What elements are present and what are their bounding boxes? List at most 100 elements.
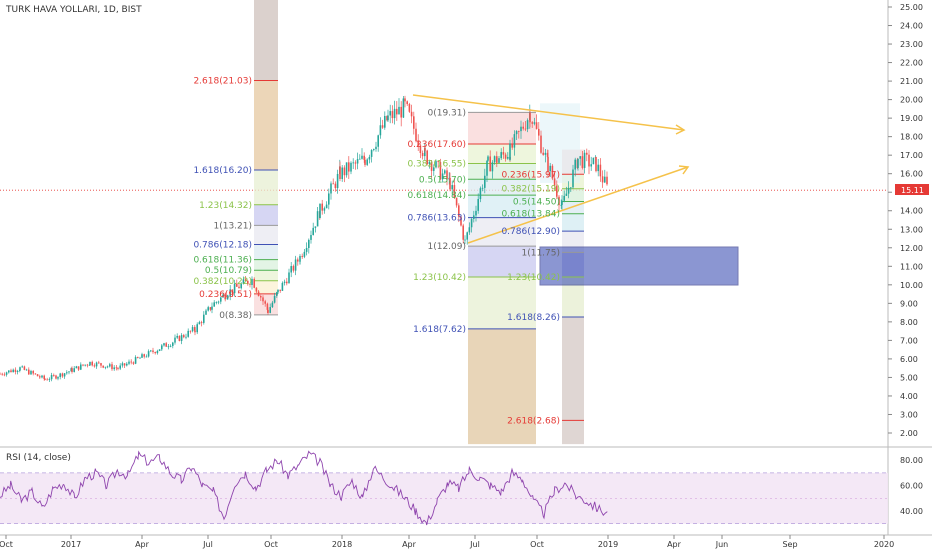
candle-body — [109, 364, 111, 367]
candle-body — [281, 282, 284, 291]
candle-body — [400, 106, 402, 118]
candle-body — [303, 251, 306, 257]
candle-body — [319, 203, 321, 219]
candle-body — [398, 106, 400, 115]
candle-body — [244, 279, 247, 281]
candle-body — [249, 284, 251, 285]
candle-body — [91, 361, 93, 366]
candle-body — [453, 185, 456, 198]
fib-band-right — [562, 188, 584, 202]
candle-body — [538, 128, 540, 136]
candle-body — [240, 283, 242, 289]
candle-body — [147, 351, 150, 357]
candle-body — [312, 227, 314, 235]
candle-body — [150, 350, 152, 352]
candle-body — [352, 162, 354, 164]
candle-body — [283, 281, 286, 283]
candle-body — [588, 154, 590, 167]
price-tick-label: 10.00 — [900, 281, 923, 290]
price-tick-label: 21.00 — [900, 77, 923, 86]
fib-label-middle: 0(19.31) — [427, 108, 466, 118]
candle-body — [178, 335, 181, 341]
candle-body — [549, 165, 551, 172]
fib-label-middle: 0.618(14.84) — [407, 191, 466, 201]
candle-body — [123, 363, 126, 366]
candle-body — [479, 188, 482, 200]
candle-body — [481, 187, 484, 189]
candle-body — [426, 150, 428, 165]
candle-body — [455, 197, 458, 206]
candle-body — [19, 369, 21, 371]
fib-band-middle — [468, 195, 536, 218]
price-tick-label: 8.00 — [900, 318, 918, 327]
price-tick-label: 9.00 — [900, 299, 918, 308]
candle-body — [86, 364, 89, 366]
candle-body — [542, 152, 544, 155]
price-tick-label: 23.00 — [900, 40, 923, 49]
candle-body — [366, 159, 368, 165]
candle-body — [301, 255, 303, 257]
candle-body — [387, 115, 389, 121]
candle-body — [213, 302, 215, 307]
candle-body — [19, 367, 21, 370]
candle-body — [449, 177, 451, 190]
candle-body — [198, 322, 201, 325]
candle-body — [25, 369, 28, 371]
candle-body — [169, 345, 172, 347]
candle-body — [359, 158, 361, 160]
candle-body — [187, 330, 189, 337]
time-tick-label: Oct — [0, 540, 13, 549]
fib-shading — [254, 0, 739, 445]
time-tick-label: Jun — [715, 540, 729, 549]
candle-body — [404, 98, 406, 102]
candle-body — [267, 309, 269, 313]
candle-body — [57, 377, 59, 379]
candle-body — [544, 152, 547, 155]
candle-body — [577, 158, 579, 168]
candle-body — [396, 108, 398, 115]
candle-body — [66, 372, 68, 374]
fib-label-right: 1.23(10.42) — [507, 273, 560, 283]
fib-label-right: 0.5(14.50) — [513, 197, 560, 207]
rsi-line — [0, 450, 608, 526]
candle-body — [466, 232, 468, 240]
candle-body — [119, 365, 121, 369]
candle-body — [356, 159, 359, 164]
candle-body — [604, 176, 606, 183]
fib-band-left — [254, 80, 278, 170]
candle-body — [439, 162, 442, 180]
candle-body — [458, 205, 460, 217]
candle-body — [266, 303, 269, 310]
fib-band-left — [254, 293, 278, 315]
chart-title: TURK HAVA YOLLARI, 1D, BIST — [5, 5, 142, 15]
candle-body — [68, 371, 70, 373]
candle-body — [163, 343, 165, 346]
candle-body — [498, 158, 500, 163]
candle-body — [441, 173, 444, 180]
time-tick-label: Jul — [202, 540, 213, 549]
fib-band-right — [562, 317, 584, 445]
last-price-value: 15.11 — [901, 186, 924, 195]
candle-body — [93, 365, 96, 367]
candle-body — [419, 145, 422, 154]
candle-body — [336, 173, 339, 189]
candle-body — [321, 203, 323, 211]
candle-body — [174, 337, 176, 341]
price-tick-label: 25.00 — [900, 3, 923, 12]
candle-body — [98, 362, 100, 364]
candle-body — [522, 126, 524, 129]
fib-label-right: 0.382(15.19) — [501, 185, 560, 195]
fib-label-left: 1.618(16.20) — [193, 166, 252, 176]
candle-body — [180, 335, 183, 341]
candle-body — [345, 162, 348, 176]
candle-body — [115, 367, 118, 369]
candle-body — [32, 371, 34, 374]
lower-trend-arrow — [678, 165, 690, 175]
candle-body — [191, 327, 194, 332]
candle-body — [473, 215, 475, 219]
fib-label-right: 1(11.75) — [521, 248, 560, 258]
candle-body — [477, 199, 479, 211]
fib-label-left: 0.382(10.22) — [193, 277, 252, 287]
candle-body — [299, 255, 301, 261]
